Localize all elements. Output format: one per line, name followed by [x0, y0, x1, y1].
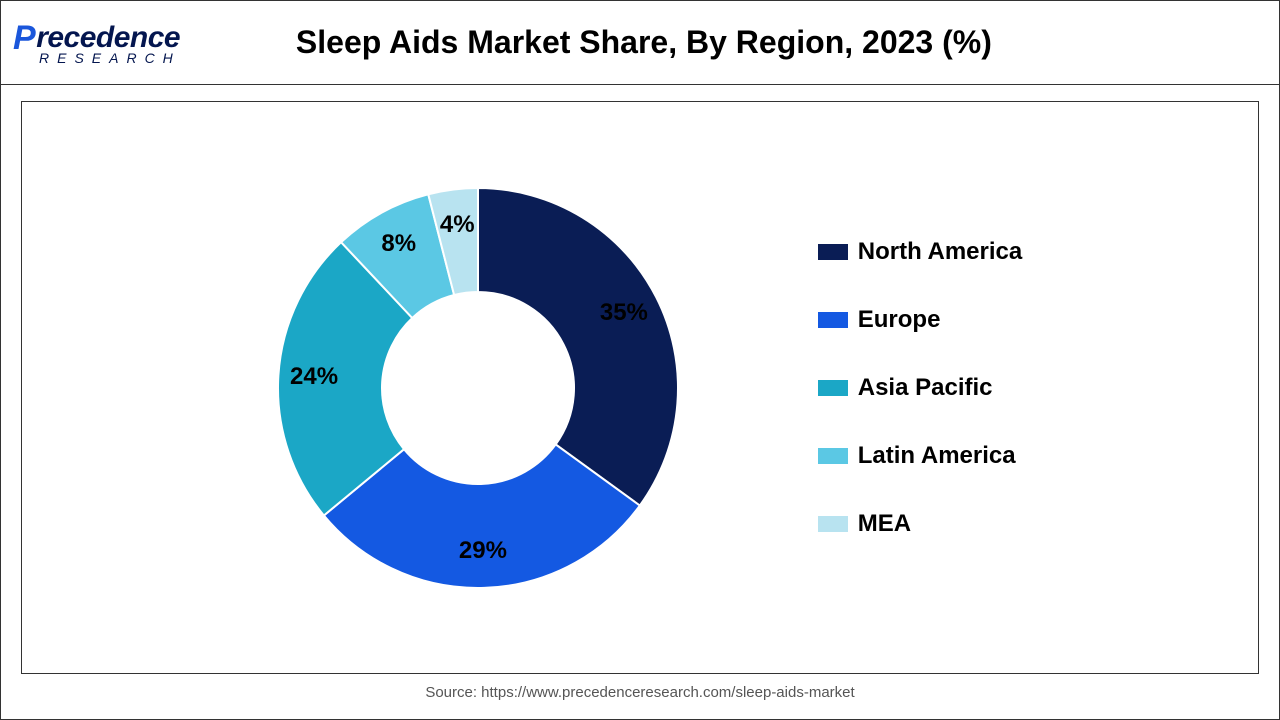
legend-swatch	[818, 448, 848, 464]
legend-label: Europe	[858, 306, 941, 334]
chart-frame: 35% 29% 24% 8% 4% North America Europe Asia Pa…	[21, 101, 1259, 674]
legend: North America Europe Asia Pacific Latin Ame…	[818, 238, 1022, 538]
legend-item: Europe	[818, 306, 1022, 334]
source-citation: Source: https://www.precedenceresearch.c…	[21, 674, 1259, 707]
logo-first-letter: P	[13, 21, 35, 55]
legend-item: North America	[818, 238, 1022, 266]
logo-sub: RESEARCH	[39, 51, 181, 65]
header-bar: Precedence RESEARCH Sleep Aids Market Sh…	[1, 1, 1279, 85]
body-area: 35% 29% 24% 8% 4% North America Europe Asia Pa…	[1, 85, 1279, 719]
outer-frame: Precedence RESEARCH Sleep Aids Market Sh…	[0, 0, 1280, 720]
brand-logo: Precedence RESEARCH	[13, 21, 181, 65]
legend-item: Latin America	[818, 442, 1022, 470]
slice-percent-label: 4%	[440, 211, 475, 239]
chart-title: Sleep Aids Market Share, By Region, 2023…	[181, 24, 1267, 61]
legend-item: MEA	[818, 510, 1022, 538]
legend-swatch	[818, 244, 848, 260]
legend-item: Asia Pacific	[818, 374, 1022, 402]
legend-swatch	[818, 516, 848, 532]
donut-chart: 35% 29% 24% 8% 4%	[258, 168, 698, 608]
chart-row: 35% 29% 24% 8% 4% North America Europe Asia Pa…	[258, 168, 1022, 608]
legend-label: Asia Pacific	[858, 374, 993, 402]
legend-swatch	[818, 312, 848, 328]
slice-percent-label: 35%	[600, 299, 648, 327]
legend-label: MEA	[858, 510, 911, 538]
legend-label: Latin America	[858, 442, 1016, 470]
legend-swatch	[818, 380, 848, 396]
donut-slice	[478, 188, 678, 506]
logo-rest: recedence	[36, 23, 180, 53]
slice-percent-label: 29%	[459, 537, 507, 565]
legend-label: North America	[858, 238, 1022, 266]
slice-percent-label: 24%	[290, 363, 338, 391]
slice-percent-label: 8%	[381, 230, 416, 258]
